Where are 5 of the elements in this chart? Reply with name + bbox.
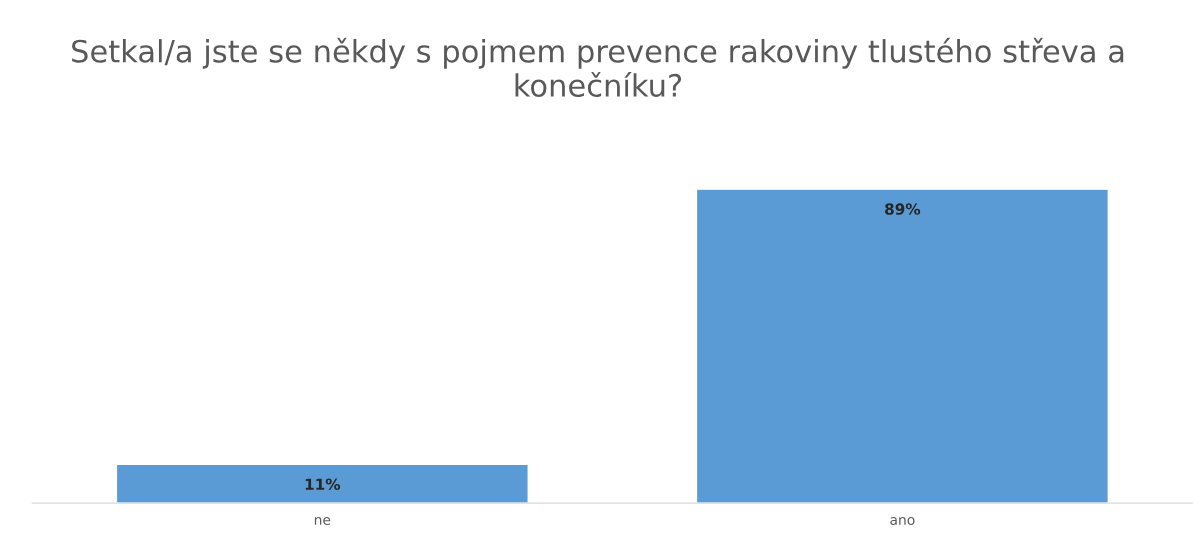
x-tick-label: ano — [890, 517, 915, 525]
chart-title: Setkal/a jste se někdy s pojmem prevence rakoviny tlustého střeva a konečníku? — [72, 37, 1124, 97]
x-tick-label: ne — [314, 517, 331, 525]
data-label: 89% — [885, 203, 921, 215]
data-label: 11% — [305, 478, 341, 491]
